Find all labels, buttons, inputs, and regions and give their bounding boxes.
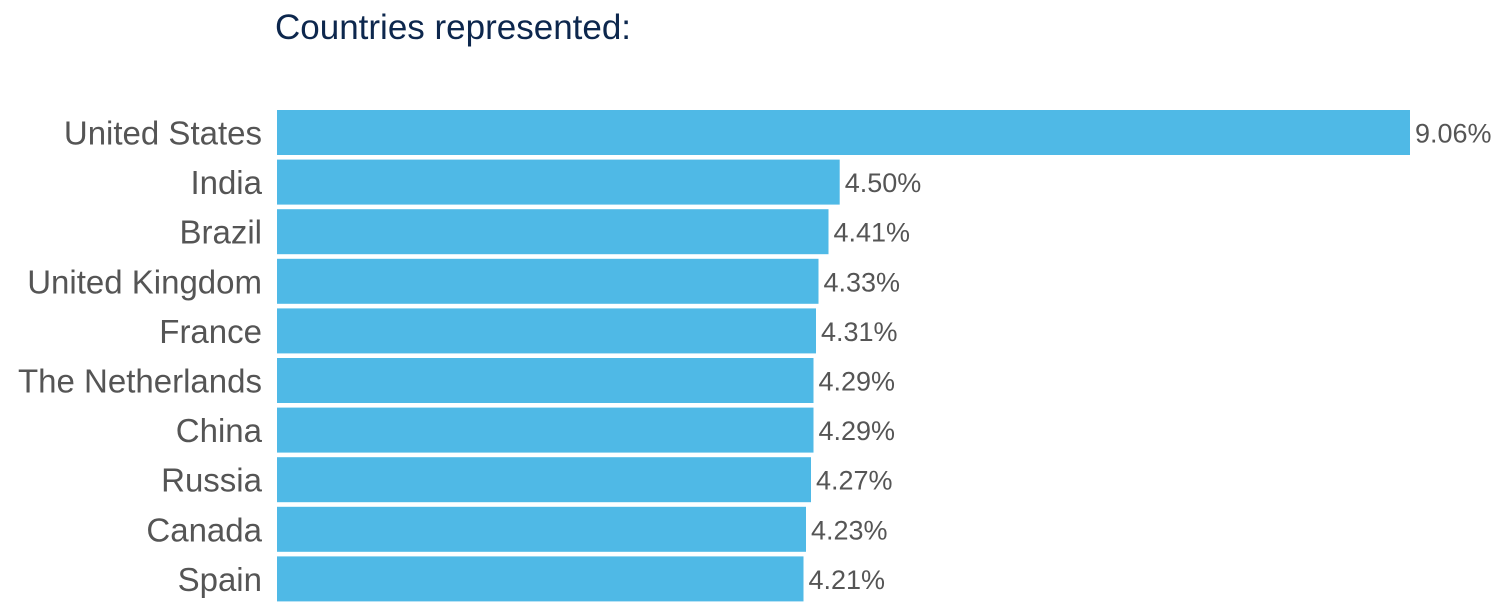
value-label-united-kingdom: 4.33% (824, 267, 901, 297)
value-label-russia: 4.27% (816, 466, 893, 496)
value-label-china: 4.29% (819, 416, 896, 446)
category-label-india: India (190, 164, 262, 201)
bar-canada (277, 506, 806, 552)
category-label-brazil: Brazil (179, 214, 262, 251)
bar-china (277, 407, 814, 453)
bar-the-netherlands (277, 358, 814, 403)
category-label-the-netherlands: The Netherlands (18, 363, 262, 400)
value-label-spain: 4.21% (809, 565, 886, 595)
bar-united-states (277, 110, 1410, 155)
value-label-india: 4.50% (845, 168, 922, 198)
bar-spain (277, 556, 804, 602)
category-label-russia: Russia (161, 462, 263, 499)
bar-india (277, 159, 840, 205)
category-label-france: France (159, 313, 262, 350)
chart-title: Countries represented: (275, 8, 632, 47)
bar-russia (277, 457, 811, 503)
bar-united-kingdom (277, 258, 819, 304)
category-label-united-kingdom: United Kingdom (27, 263, 262, 300)
category-label-canada: Canada (146, 511, 262, 548)
value-label-the-netherlands: 4.29% (819, 367, 896, 397)
value-label-brazil: 4.41% (834, 218, 911, 248)
bar-france (277, 308, 816, 354)
value-label-france: 4.31% (821, 317, 898, 347)
category-label-china: China (176, 412, 263, 449)
value-label-canada: 4.23% (811, 515, 888, 545)
bar-brazil (277, 209, 829, 255)
category-label-spain: Spain (178, 561, 262, 598)
value-label-united-states: 9.06% (1415, 119, 1492, 149)
category-label-united-states: United States (64, 115, 262, 152)
